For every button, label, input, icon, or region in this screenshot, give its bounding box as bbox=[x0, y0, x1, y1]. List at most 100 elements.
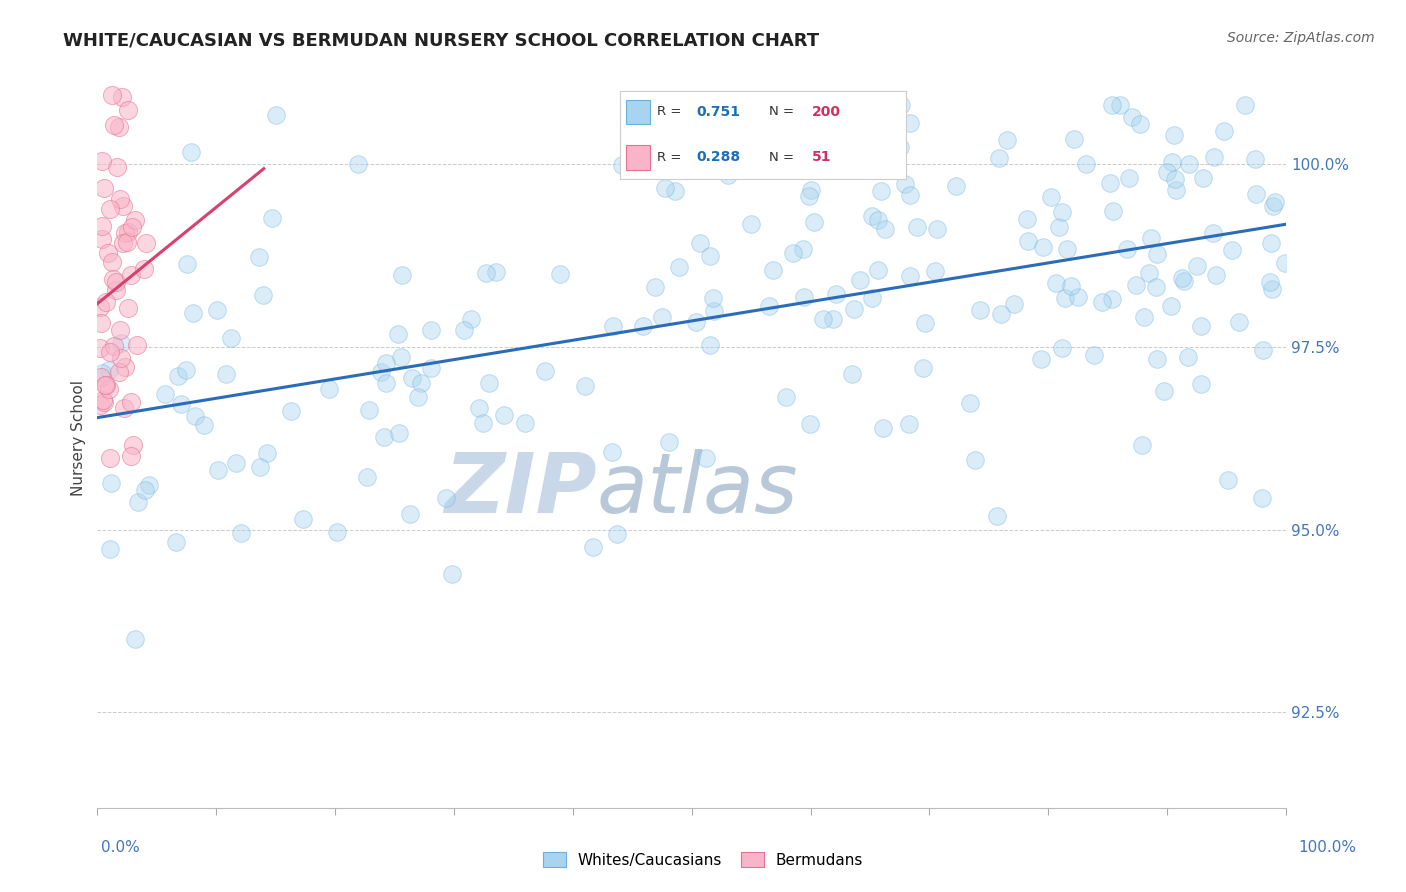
Point bbox=[969, 303, 991, 318]
Point bbox=[1260, 235, 1282, 250]
Point bbox=[114, 227, 136, 241]
Point bbox=[90, 369, 112, 384]
Point bbox=[1115, 242, 1137, 256]
Point bbox=[117, 103, 139, 117]
Point bbox=[860, 291, 883, 305]
Point bbox=[872, 420, 894, 434]
Point bbox=[1101, 293, 1123, 307]
Point bbox=[1178, 157, 1201, 171]
Point bbox=[610, 158, 633, 172]
Point bbox=[1161, 154, 1184, 169]
Point bbox=[574, 379, 596, 393]
Point bbox=[167, 368, 190, 383]
Point bbox=[866, 262, 889, 277]
Point bbox=[644, 280, 666, 294]
Legend: Whites/Caucasians, Bermudans: Whites/Caucasians, Bermudans bbox=[537, 846, 869, 873]
Text: ZIP: ZIP bbox=[444, 450, 596, 531]
Point bbox=[1153, 384, 1175, 398]
Point bbox=[98, 345, 121, 359]
Point bbox=[132, 262, 155, 277]
Point bbox=[689, 236, 711, 251]
Point bbox=[101, 255, 124, 269]
Point bbox=[105, 283, 128, 297]
Point bbox=[1139, 231, 1161, 245]
Point bbox=[229, 526, 252, 541]
Point bbox=[1045, 277, 1067, 291]
Point bbox=[654, 181, 676, 195]
Point bbox=[799, 188, 821, 202]
Point bbox=[475, 266, 498, 280]
Point bbox=[792, 243, 814, 257]
Point bbox=[987, 151, 1010, 165]
Point bbox=[120, 394, 142, 409]
Text: atlas: atlas bbox=[596, 450, 799, 531]
Point bbox=[1067, 290, 1090, 304]
Point bbox=[225, 456, 247, 470]
Point bbox=[249, 250, 271, 264]
Point bbox=[1029, 352, 1052, 367]
Point bbox=[100, 87, 122, 102]
Point bbox=[112, 235, 135, 250]
Point bbox=[821, 311, 844, 326]
Point bbox=[898, 188, 921, 202]
Point bbox=[120, 449, 142, 463]
Point bbox=[103, 338, 125, 352]
Point bbox=[93, 181, 115, 195]
Point bbox=[1202, 226, 1225, 240]
Point bbox=[894, 177, 917, 191]
Point bbox=[89, 342, 111, 356]
Point bbox=[912, 361, 935, 376]
Point bbox=[375, 376, 398, 390]
Point bbox=[1251, 491, 1274, 505]
Point bbox=[176, 363, 198, 377]
Point bbox=[117, 225, 139, 239]
Point bbox=[803, 215, 825, 229]
Point bbox=[134, 483, 156, 497]
Point bbox=[1015, 211, 1038, 226]
Point bbox=[814, 98, 837, 112]
Point bbox=[127, 495, 149, 509]
Point bbox=[898, 116, 921, 130]
Point bbox=[370, 365, 392, 379]
Point bbox=[108, 365, 131, 379]
Point bbox=[905, 219, 928, 234]
Point bbox=[868, 212, 890, 227]
Point bbox=[762, 263, 785, 277]
Point bbox=[925, 222, 948, 236]
Point bbox=[252, 287, 274, 301]
Point bbox=[110, 336, 132, 351]
Point bbox=[869, 184, 891, 198]
Point bbox=[121, 437, 143, 451]
Point bbox=[1258, 275, 1281, 289]
Point bbox=[467, 401, 489, 415]
Point bbox=[260, 211, 283, 225]
Point bbox=[1261, 198, 1284, 212]
Point bbox=[193, 417, 215, 432]
Point bbox=[478, 376, 501, 390]
Point bbox=[1121, 111, 1143, 125]
Point bbox=[387, 327, 409, 342]
Point bbox=[914, 316, 936, 330]
Point bbox=[1244, 153, 1267, 167]
Point bbox=[703, 304, 725, 318]
Point bbox=[108, 192, 131, 206]
Point bbox=[184, 409, 207, 423]
Point bbox=[98, 451, 121, 466]
Point bbox=[1160, 299, 1182, 313]
Point bbox=[1146, 351, 1168, 366]
Point bbox=[842, 302, 865, 317]
Point bbox=[1125, 278, 1147, 293]
Point bbox=[114, 359, 136, 374]
Point bbox=[513, 416, 536, 430]
Point bbox=[1177, 351, 1199, 365]
Point bbox=[89, 300, 111, 314]
Point bbox=[373, 430, 395, 444]
Point bbox=[117, 301, 139, 315]
Point bbox=[602, 318, 624, 333]
Point bbox=[811, 311, 834, 326]
Point bbox=[1102, 204, 1125, 219]
Point bbox=[346, 157, 368, 171]
Point bbox=[105, 160, 128, 174]
Point bbox=[115, 235, 138, 249]
Point bbox=[205, 302, 228, 317]
